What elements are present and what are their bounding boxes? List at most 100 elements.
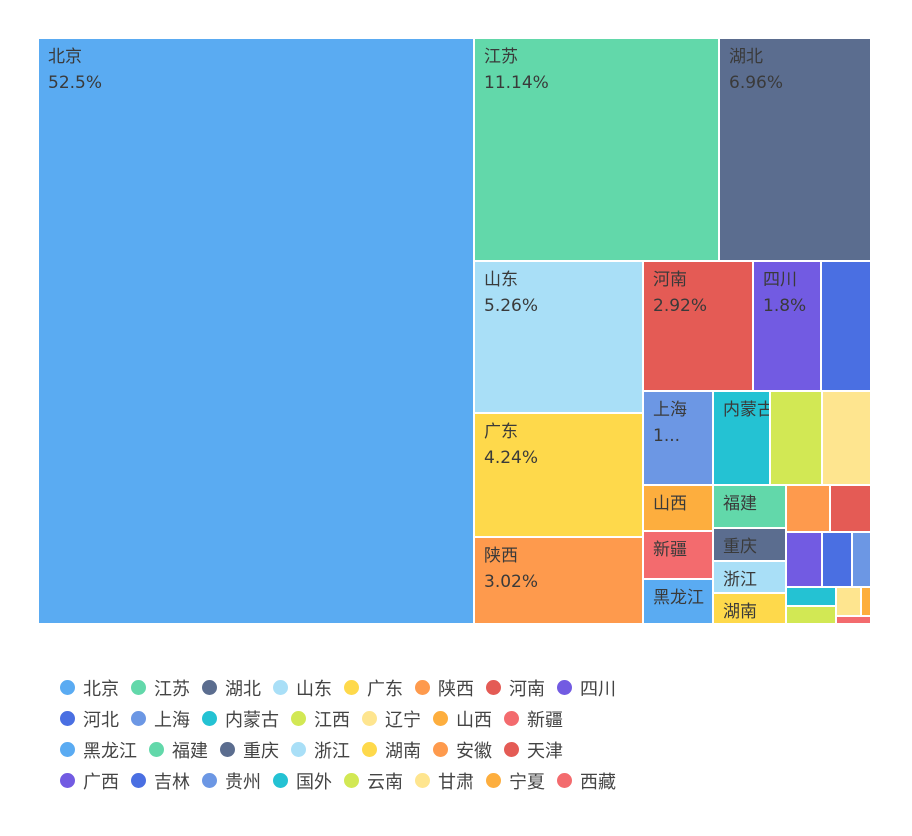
legend-item-吉林[interactable]: 吉林 [131,768,190,794]
treemap-cell-西藏[interactable] [835,615,872,625]
treemap-cell-黑龙江[interactable] [642,578,714,625]
legend-marker-icon [557,680,572,695]
legend-label: 山西 [456,709,492,731]
legend-item-辽宁[interactable]: 辽宁 [362,706,421,732]
legend-item-河南[interactable]: 河南 [486,675,545,701]
legend-marker-icon [433,711,448,726]
treemap-label-北京: 北京 [48,47,82,67]
legend-item-湖南[interactable]: 湖南 [362,737,421,763]
legend-item-江苏[interactable]: 江苏 [131,675,190,701]
legend-label: 福建 [172,740,208,762]
legend-item-湖北[interactable]: 湖北 [202,675,261,701]
legend-marker-icon [557,773,572,788]
treemap-label-重庆: 重庆 [723,537,757,557]
treemap-value-北京: 52.5% [48,73,102,93]
legend-item-内蒙古[interactable]: 内蒙古 [202,706,279,732]
legend-item-北京[interactable]: 北京 [60,675,119,701]
legend-label: 湖南 [385,740,421,762]
legend-item-山西[interactable]: 山西 [433,706,492,732]
legend-row: 黑龙江 福建 重庆 浙江 湖南 安徽 天津 [60,734,880,765]
legend-label: 重庆 [243,740,279,762]
treemap-cell-云南[interactable] [785,605,837,625]
legend-item-陕西[interactable]: 陕西 [415,675,474,701]
treemap-cell-北京[interactable] [37,37,475,625]
treemap-cell-甘肃[interactable] [835,586,862,617]
treemap-cell-贵州[interactable] [851,531,872,588]
treemap-cell-上海[interactable] [642,390,714,486]
treemap-value-广东: 4.24% [484,448,538,468]
treemap-cell-山东[interactable] [473,260,644,414]
legend-item-山东[interactable]: 山东 [273,675,332,701]
legend-marker-icon [60,773,75,788]
legend-marker-icon [60,742,75,757]
legend-item-上海[interactable]: 上海 [131,706,190,732]
legend-item-国外[interactable]: 国外 [273,768,332,794]
legend-marker-icon [131,711,146,726]
legend-item-贵州[interactable]: 贵州 [202,768,261,794]
treemap-cell-陕西[interactable] [473,536,644,625]
legend-label: 吉林 [154,771,190,793]
legend-label: 山东 [296,678,332,700]
legend-item-云南[interactable]: 云南 [344,768,403,794]
legend-label: 宁夏 [509,771,545,793]
legend-item-安徽[interactable]: 安徽 [433,737,492,763]
treemap-value-江苏: 11.14% [484,73,549,93]
legend-marker-icon [131,773,146,788]
treemap-cell-宁夏[interactable] [860,586,872,617]
legend-item-重庆[interactable]: 重庆 [220,737,279,763]
treemap-cell-山西[interactable] [642,484,714,532]
legend-marker-icon [291,742,306,757]
treemap-label-四川: 四川 [763,270,797,290]
treemap-cell-吉林[interactable] [821,531,853,588]
legend-marker-icon [344,773,359,788]
legend-item-天津[interactable]: 天津 [504,737,563,763]
legend-item-福建[interactable]: 福建 [149,737,208,763]
legend-marker-icon [415,680,430,695]
treemap-cell-江西[interactable] [769,390,823,486]
treemap-value-河南: 2.92% [653,296,707,316]
treemap-cell-江苏[interactable] [473,37,720,262]
legend-label: 广西 [83,771,119,793]
treemap-cell-河北[interactable] [820,260,872,392]
treemap-label-福建: 福建 [723,494,757,514]
treemap-cell-辽宁[interactable] [821,390,872,486]
legend-label: 北京 [83,678,119,700]
legend-item-黑龙江[interactable]: 黑龙江 [60,737,137,763]
legend-item-广东[interactable]: 广东 [344,675,403,701]
legend-item-甘肃[interactable]: 甘肃 [415,768,474,794]
legend-marker-icon [273,773,288,788]
legend-item-西藏[interactable]: 西藏 [557,768,616,794]
treemap-label-上海: 上海 [653,400,687,420]
treemap-cell-广东[interactable] [473,412,644,538]
treemap-cell-重庆[interactable] [712,527,787,562]
legend-item-河北[interactable]: 河北 [60,706,119,732]
treemap-cell-国外[interactable] [785,586,837,607]
treemap-cell-湖北[interactable] [718,37,872,262]
legend-marker-icon [202,773,217,788]
legend-marker-icon [291,711,306,726]
legend-item-新疆[interactable]: 新疆 [504,706,563,732]
treemap-cell-广西[interactable] [785,531,823,588]
treemap-cell-天津[interactable] [829,484,872,533]
legend-label: 西藏 [580,771,616,793]
legend-item-广西[interactable]: 广西 [60,768,119,794]
legend-label: 新疆 [527,709,563,731]
treemap-cell-安徽[interactable] [785,484,831,533]
treemap-value-山东: 5.26% [484,296,538,316]
legend-item-江西[interactable]: 江西 [291,706,350,732]
legend-item-四川[interactable]: 四川 [557,675,616,701]
legend-item-宁夏[interactable]: 宁夏 [486,768,545,794]
legend-marker-icon [60,711,75,726]
legend-marker-icon [344,680,359,695]
legend-label: 河南 [509,678,545,700]
legend-label: 天津 [527,740,563,762]
treemap-label-山东: 山东 [484,270,518,290]
legend-item-浙江[interactable]: 浙江 [291,737,350,763]
legend-marker-icon [415,773,430,788]
treemap-value-上海: 1... [653,426,680,446]
treemap-cell-湖南[interactable] [712,592,787,625]
legend-marker-icon [202,711,217,726]
legend-label: 四川 [580,678,616,700]
legend-label: 江西 [314,709,350,731]
legend-row: 北京 江苏 湖北 山东 广东 陕西 河南 四川 [60,672,880,703]
